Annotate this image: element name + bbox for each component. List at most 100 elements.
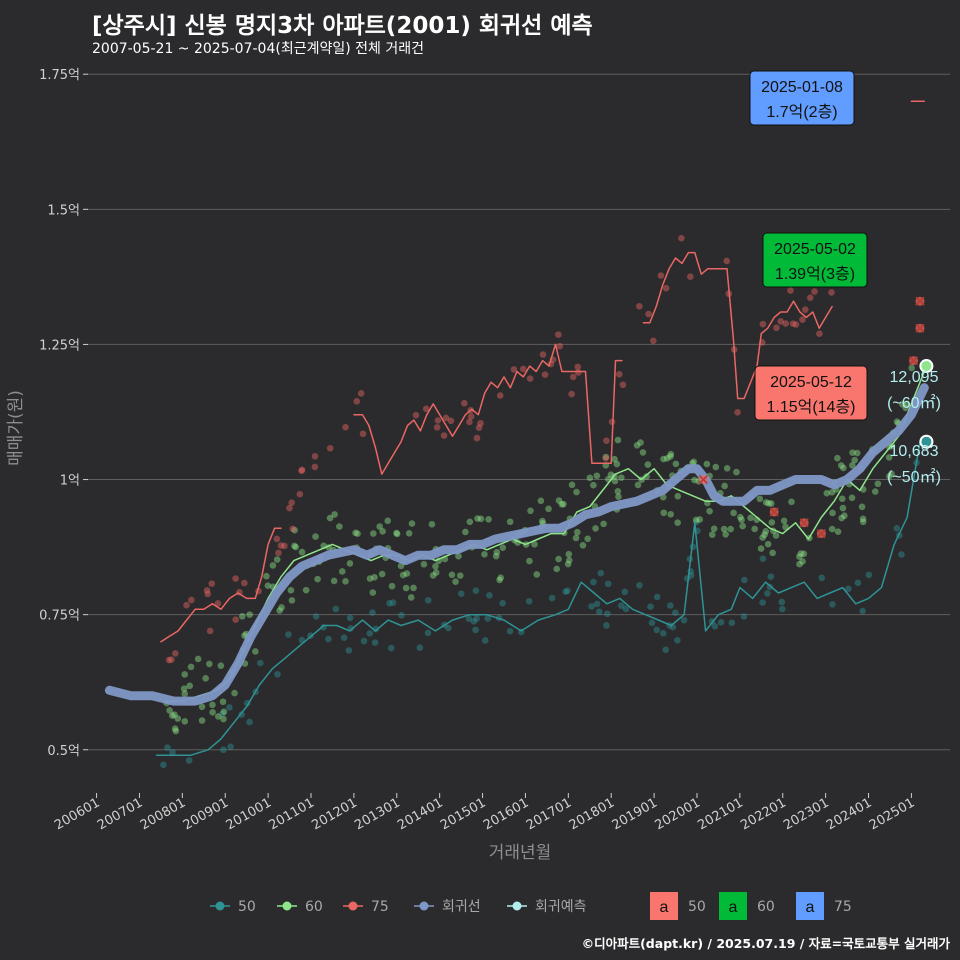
chart-title: [상주시] 신봉 명지3차 아파트(2001) 회귀선 예측 [92,13,593,39]
scatter-point [838,514,845,522]
x-tick-label: 200801 [138,795,188,833]
scatter-point [690,458,698,466]
scatter-point [477,515,485,523]
scatter-point [539,351,547,358]
scatter-point [592,525,599,532]
y-tick-label: 1.75억 [39,68,80,83]
scatter-point [388,582,396,590]
scatter-point [206,627,214,635]
x-tick-label: 200601 [52,795,102,833]
scatter-point [288,597,296,604]
scatter-point [782,523,789,531]
recent-trade-x-mark [915,323,925,333]
scatter-point [615,493,622,500]
scatter-point [687,273,694,280]
scatter-point [741,576,748,584]
scatter-point [346,614,354,622]
scatter-point [586,474,594,482]
scatter-point [331,511,338,518]
scatter-point [672,460,680,468]
scatter-point [747,514,754,522]
scatter-point [691,476,698,484]
scatter-point [692,516,700,524]
scatter-point [174,715,182,722]
recent-trade-x-mark [799,518,809,528]
scatter-point [616,370,623,378]
highlight-marks [698,296,934,539]
scatter-point [908,364,915,372]
annotation-date: 2025-01-08 [761,79,843,96]
scatter-point [717,619,725,626]
x-tick-label: 200701 [95,795,145,833]
scatter-point [710,525,718,533]
end-label-value: 12,095 [890,369,939,386]
legend-box-glyph: a [729,899,738,916]
scatter-point [168,656,175,664]
scatter-point [614,488,622,495]
scatter-point [574,363,582,371]
scatter-point [757,545,765,552]
series-line-60 [164,370,926,702]
legend-key-point [512,901,522,911]
scatter-point [366,630,374,637]
scatter-point [285,631,292,638]
scatter-point [564,587,571,595]
scatter-point [194,655,202,663]
scatter-point [662,646,669,654]
annotation-box [762,232,868,288]
scatter-point [208,580,216,587]
scatter-point [848,462,856,469]
scatter-point [204,590,212,598]
scatter-point [405,529,413,537]
scatter-point [445,624,452,632]
scatter-point [588,603,595,610]
scatter-point [493,548,501,556]
scatter-point [465,615,473,622]
scatter-point [455,552,462,560]
scatter-point [622,605,630,613]
scatter-point [475,424,483,432]
scatter-point [564,560,572,568]
scatter-point [761,531,768,538]
scatter-point [712,463,720,471]
scatter-point [172,727,180,735]
scatter-point [181,671,189,678]
scatter-point [773,324,780,332]
legend-box [650,892,678,920]
scatter-point [288,499,295,506]
scatter-point [555,497,563,504]
scatter-point [657,272,665,279]
scatter-point [393,529,400,537]
series-line-75 [160,100,926,643]
scatter-point [859,607,866,615]
scatter-point [667,602,674,609]
scatter-point [188,596,195,604]
scatter-point [357,390,365,397]
scatter-point [232,575,239,582]
scatter-point [834,528,842,535]
y-axis-title: 매매가(원) [6,390,26,466]
scatter-point [172,650,179,657]
scatter-point [403,570,411,577]
scatter-point [737,513,744,521]
scatter-point [797,550,805,557]
scatter-point [764,590,771,597]
scatter-point [647,603,654,611]
scatter-point [291,542,298,550]
scatter-point [602,455,610,462]
scatter-point [837,462,845,469]
scatter-point [387,644,395,652]
scatter-point [325,635,332,643]
legend-box [796,892,824,920]
scatter-point [721,482,728,490]
scatter-point [274,670,281,678]
scatter-point [796,560,803,568]
scatter-point [874,480,882,488]
scatter-point [209,701,216,709]
scatter-point [660,509,668,517]
scatter-point [555,331,562,338]
scatter-point [506,627,514,635]
scatter-point [680,616,688,624]
scatter-point [618,474,625,481]
